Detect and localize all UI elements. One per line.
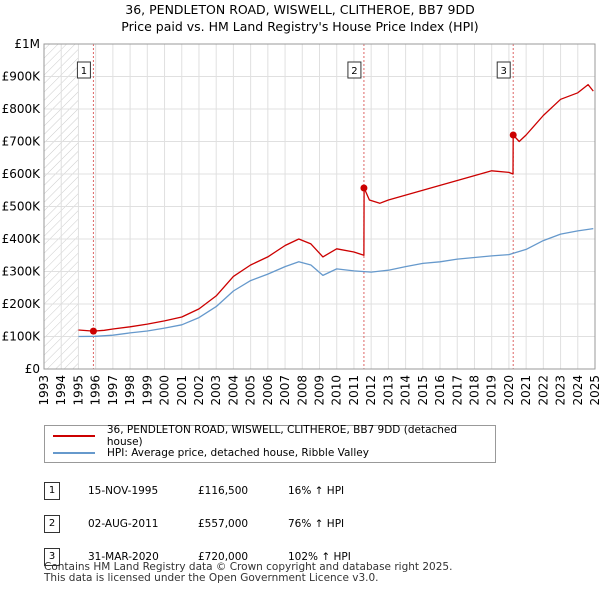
sale-label-number: 2 (351, 66, 357, 77)
x-tick-label: 2008 (295, 375, 309, 406)
sale-number-badge: 1 (44, 481, 60, 500)
y-tick-label: £400K (2, 232, 42, 246)
sale-hpi-change: 76% ↑ HPI (288, 517, 345, 530)
legend-swatch-red (53, 435, 95, 437)
x-tick-label: 2003 (209, 375, 223, 406)
x-tick-label: 2001 (175, 375, 189, 406)
x-tick-label: 2007 (278, 375, 292, 406)
footer: Contains HM Land Registry data © Crown c… (44, 562, 452, 584)
x-tick-label: 2024 (571, 375, 585, 406)
plot-border (43, 43, 596, 370)
y-tick-label: £700K (2, 135, 42, 149)
legend-swatch-blue (53, 452, 95, 454)
sale-price: £557,000 (198, 517, 249, 530)
legend-label-property: 36, PENDLETON ROAD, WISWELL, CLITHEROE, … (106, 424, 458, 448)
table-row: 2 02-AUG-2011 £557,000 76% ↑ HPI (44, 507, 408, 540)
chart-subtitle: Price paid vs. HM Land Registry's House … (121, 19, 478, 34)
x-tick-label: 2011 (347, 375, 361, 406)
x-tick-label: 1996 (89, 375, 103, 406)
footer-licence: This data is licensed under the Open Gov… (44, 572, 379, 584)
x-tick-label: 2019 (485, 375, 499, 406)
y-tick-label: £900K (2, 70, 42, 84)
sale-number-badge: 3 (44, 547, 60, 566)
sales-table: 1 15-NOV-1995 £116,500 16% ↑ HPI 2 02-AU… (44, 474, 408, 573)
x-tick-label: 2014 (399, 375, 413, 406)
x-tick-label: 2000 (158, 375, 172, 406)
x-tick-label: 2005 (244, 375, 258, 406)
sale-date: 15-NOV-1995 (88, 484, 159, 497)
sale-label-number: 3 (501, 66, 507, 77)
legend: 36, PENDLETON ROAD, WISWELL, CLITHEROE, … (44, 424, 496, 463)
x-tick-label: 1998 (123, 375, 137, 406)
x-tick-label: 2002 (192, 375, 206, 406)
x-tick-label: 1995 (71, 375, 85, 406)
x-tick-label: 2020 (502, 375, 516, 406)
x-tick-label: 2016 (433, 375, 447, 406)
x-tick-label: 2006 (261, 375, 275, 406)
table-row: 1 15-NOV-1995 £116,500 16% ↑ HPI (44, 474, 408, 507)
y-tick-label: £500K (2, 200, 42, 214)
x-tick-label: 2017 (450, 375, 464, 406)
sale-label-box (347, 61, 362, 79)
sale-price: £720,000 (198, 550, 249, 563)
x-tick-label: 2010 (330, 375, 344, 406)
sale-label-box (76, 61, 91, 79)
y-tick-label: £100K (2, 330, 42, 344)
sale-hpi-change: 102% ↑ HPI (288, 550, 351, 563)
y-tick-label: £800K (2, 102, 42, 116)
sale-point (509, 131, 517, 139)
sale-price: £116,500 (198, 484, 249, 497)
y-tick-label: £0 (25, 362, 40, 376)
sale-point (89, 327, 97, 335)
x-tick-label: 2015 (416, 375, 430, 406)
sale-point (360, 184, 368, 192)
chart-title: 36, PENDLETON ROAD, WISWELL, CLITHEROE, … (125, 2, 474, 17)
sale-hpi-change: 16% ↑ HPI (288, 484, 345, 497)
sale-date: 31-MAR-2020 (88, 550, 159, 563)
hpi-line (78, 227, 594, 338)
x-tick-label: 2021 (519, 375, 533, 406)
sale-label-number: 1 (81, 66, 87, 77)
x-tick-label: 2013 (381, 375, 395, 406)
x-tick-label: 2023 (554, 375, 568, 406)
x-tick-label: 2022 (536, 375, 550, 406)
x-tick-label: 2004 (226, 375, 240, 406)
x-tick-label: 2025 (588, 375, 600, 406)
x-tick-label: 1994 (54, 375, 68, 406)
y-tick-label: £1M (14, 37, 40, 51)
y-tick-label: £200K (2, 297, 42, 311)
property-price-line (78, 83, 594, 332)
x-tick-label: 2018 (467, 375, 481, 406)
x-tick-label: 1999 (140, 375, 154, 406)
y-tick-label: £600K (2, 167, 42, 181)
sale-label-box (496, 61, 511, 79)
legend-item-property: 36, PENDLETON ROAD, WISWELL, CLITHEROE, … (53, 424, 495, 448)
x-tick-label: 1997 (106, 375, 120, 406)
footer-copyright: Contains HM Land Registry data © Crown c… (44, 561, 453, 573)
legend-item-hpi: HPI: Average price, detached house, Ribb… (53, 445, 369, 461)
y-tick-label: £300K (2, 265, 42, 279)
price-chart: 36, PENDLETON ROAD, WISWELL, CLITHEROE, … (2, 2, 600, 406)
x-tick-label: 2012 (364, 375, 378, 406)
sale-date: 02-AUG-2011 (88, 517, 159, 530)
legend-label-hpi: HPI: Average price, detached house, Ribb… (107, 447, 369, 459)
sale-number-badge: 2 (44, 514, 60, 533)
table-row: 3 31-MAR-2020 £720,000 102% ↑ HPI (44, 540, 408, 573)
x-tick-label: 2009 (313, 375, 327, 406)
x-tick-label: 1993 (37, 375, 51, 406)
